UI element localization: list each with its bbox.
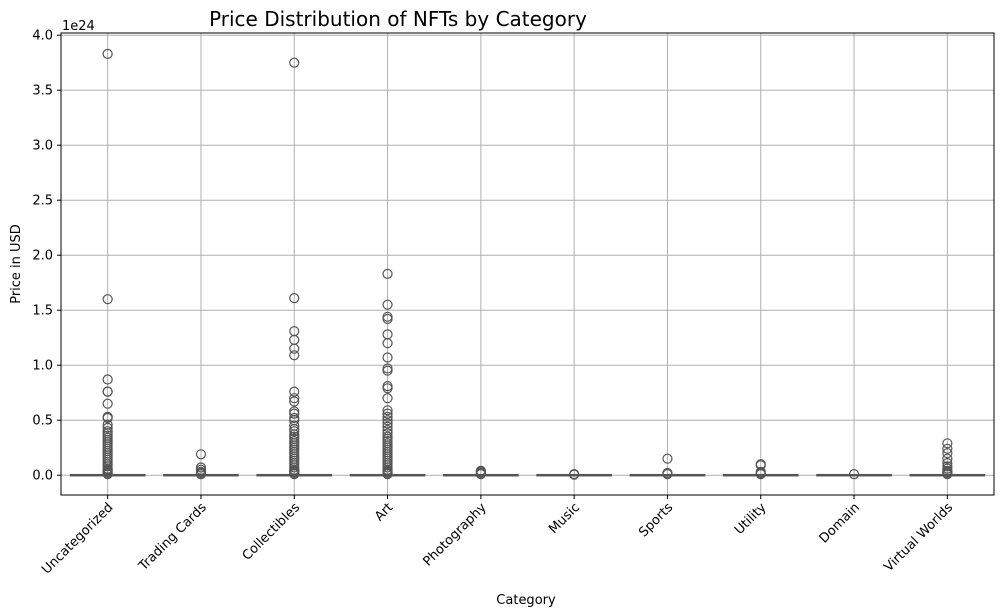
outlier-point (289, 396, 300, 407)
outlier-point (289, 393, 300, 404)
x-tick-label: Photography (420, 500, 489, 569)
outlier-point (382, 352, 393, 363)
x-axis-label: Category (496, 593, 556, 608)
y-tick-label: 0.0 (32, 469, 53, 484)
outlier-point (289, 469, 300, 480)
outlier-point (289, 426, 300, 437)
outlier-point (195, 469, 207, 480)
x-axis-ticks: Uncategorized Trading Cards Collectibles Ar… (39, 495, 956, 577)
outlier-point (382, 313, 393, 325)
y-tick-label: 4.0 (32, 29, 53, 44)
outlier-point (382, 421, 393, 432)
x-tick-label: Virtual Worlds (881, 500, 956, 575)
x-tick-label: Uncategorized (39, 500, 116, 577)
outlier-point (942, 438, 953, 449)
outlier-point (382, 338, 393, 349)
outlier-point (942, 453, 953, 464)
outlier-point (382, 299, 393, 310)
x-tick-label: Domain (817, 500, 863, 546)
outlier-point (382, 365, 393, 376)
outlier-point (289, 408, 300, 419)
outlier-point (195, 449, 207, 460)
y-tick-label: 2.5 (32, 194, 53, 209)
x-tick-label: Art (372, 500, 396, 524)
outlier-point (102, 294, 113, 305)
x-tick-label: Sports (636, 500, 676, 540)
outlier-point (569, 469, 580, 480)
y-axis-label: Price in USD (9, 224, 24, 304)
grid-lines (61, 33, 994, 495)
y-tick-label: 3.0 (32, 139, 53, 154)
outlier-point (102, 412, 113, 424)
chart-title: Price Distribution of NFTs by Category (209, 7, 587, 31)
y-tick-label: 0.5 (32, 414, 53, 429)
outlier-point (942, 469, 953, 480)
outlier-point (382, 383, 393, 394)
outlier-point (289, 386, 300, 397)
outlier-point (102, 374, 113, 385)
x-tick-label: Music (546, 500, 583, 537)
outlier-point (382, 469, 393, 480)
outlier-point (102, 398, 113, 409)
outlier-point (102, 48, 113, 60)
x-tick-label: Utility (732, 500, 770, 538)
outlier-point (382, 393, 393, 404)
y-axis-ticks: 0.0 0.5 1.0 1.5 2.0 2.5 3.0 3.5 4.0 (32, 29, 61, 484)
y-tick-label: 1.0 (32, 359, 53, 374)
outlier-point (102, 469, 113, 480)
outlier-point (382, 268, 393, 279)
outlier-point (382, 411, 393, 422)
outlier-point (382, 408, 393, 419)
outlier-point (755, 469, 766, 480)
y-tick-label: 2.0 (32, 249, 53, 264)
outlier-point (382, 418, 393, 429)
x-tick-label: Collectibles (240, 500, 304, 564)
outlier-points (102, 48, 953, 480)
outlier-point (289, 293, 300, 304)
y-tick-label: 3.5 (32, 84, 53, 99)
outlier-point (662, 453, 673, 464)
outlier-point (289, 343, 300, 354)
outlier-point (942, 443, 953, 454)
y-tick-label: 1.5 (32, 304, 53, 319)
y-axis-offset-label: 1e24 (62, 19, 95, 34)
outlier-point (102, 422, 113, 433)
outlier-point (848, 469, 860, 480)
outlier-point (942, 448, 953, 459)
outlier-point (475, 469, 486, 480)
outlier-point (289, 57, 300, 68)
outlier-point (102, 386, 113, 397)
outlier-point (382, 415, 393, 426)
plot-area-frame (60, 32, 995, 496)
x-tick-label: Trading Cards (136, 500, 210, 574)
outlier-point (382, 405, 393, 416)
outlier-point (662, 469, 673, 480)
outlier-point (289, 350, 300, 361)
outlier-point (382, 428, 393, 439)
